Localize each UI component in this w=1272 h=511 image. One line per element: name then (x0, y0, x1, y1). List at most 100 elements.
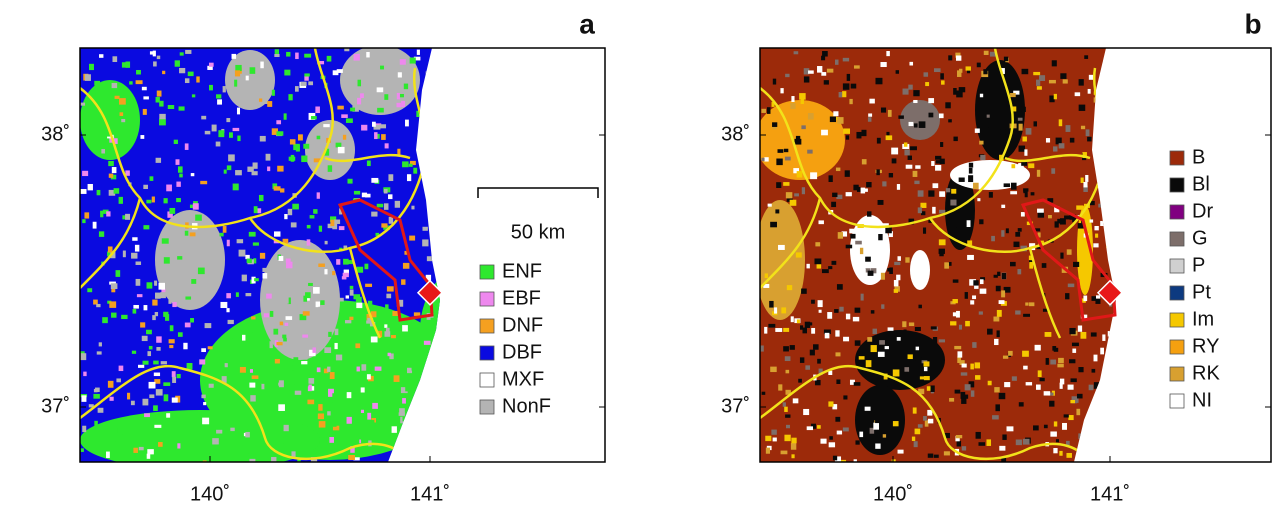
pixel (223, 86, 226, 92)
pixel (871, 310, 875, 313)
pixel (433, 416, 438, 421)
pixel (371, 336, 378, 342)
pixel (114, 188, 120, 194)
pixel (785, 414, 790, 417)
pixel (979, 219, 983, 224)
pixel (1035, 345, 1041, 351)
pixel (319, 442, 322, 446)
pixel (765, 273, 768, 278)
pixel (1079, 105, 1086, 111)
pixel (1055, 221, 1059, 227)
pixel (1056, 439, 1059, 442)
pixel (843, 58, 849, 62)
pixel (202, 418, 209, 425)
pixel (987, 115, 990, 118)
pixel (933, 183, 939, 188)
pixel (1089, 385, 1094, 391)
pixel (244, 451, 248, 454)
pixel (1060, 253, 1063, 259)
pixel (357, 98, 361, 105)
pixel (154, 425, 161, 428)
pixel (388, 194, 392, 199)
pixel (995, 182, 998, 187)
pixel (800, 357, 804, 363)
legend-label: NonF (502, 395, 551, 417)
pixel (835, 417, 840, 422)
pixel (1070, 400, 1075, 403)
pixel (831, 202, 836, 207)
pixel (801, 97, 804, 104)
pixel (894, 262, 900, 265)
pixel (970, 300, 974, 304)
pixel (975, 375, 980, 380)
pixel (426, 374, 430, 378)
pixel (164, 257, 170, 263)
pixel (397, 149, 400, 155)
pixel (146, 200, 151, 204)
pixel (440, 63, 443, 67)
pixel (377, 87, 384, 92)
pixel (781, 451, 788, 455)
pixel (827, 312, 832, 319)
legend-swatch (1170, 367, 1184, 381)
pixel (414, 312, 420, 316)
pixel (808, 70, 814, 73)
pixel (384, 94, 388, 100)
pixel (387, 286, 394, 291)
pixel (404, 84, 408, 90)
pixel (1037, 170, 1040, 177)
pixel (1066, 453, 1072, 458)
pixel (871, 345, 877, 352)
pixel (1081, 126, 1085, 129)
pixel (912, 437, 915, 441)
pixel (109, 397, 113, 401)
pixel (956, 435, 962, 438)
pixel (1092, 369, 1096, 373)
pixel (910, 146, 917, 150)
pixel (913, 171, 918, 177)
pixel (1050, 431, 1057, 436)
pixel (237, 239, 243, 243)
pixel (307, 239, 311, 245)
pixel (320, 300, 324, 305)
pixel (332, 271, 335, 275)
pixel (953, 137, 957, 141)
pixel (153, 361, 159, 365)
pixel (81, 448, 84, 452)
pixel (785, 356, 791, 361)
pixel (1072, 343, 1079, 346)
pixel (285, 329, 289, 333)
pixel (790, 200, 797, 206)
pixel (143, 185, 148, 189)
pixel (229, 132, 233, 138)
pixel (346, 260, 353, 264)
pixel (971, 390, 975, 396)
pixel (327, 367, 330, 372)
pixel (395, 201, 400, 208)
pixel (242, 335, 245, 341)
pixel (435, 398, 441, 403)
pixel (235, 65, 241, 71)
pixel (172, 371, 176, 377)
pixel (136, 70, 141, 75)
pixel (868, 271, 874, 276)
pixel (1029, 302, 1034, 306)
pixel (440, 133, 446, 138)
pixel (304, 73, 309, 76)
pixel (770, 253, 775, 258)
pixel (414, 437, 418, 442)
pixel (132, 237, 137, 241)
pixel (843, 337, 849, 342)
pixel (361, 125, 367, 131)
pixel (140, 322, 145, 327)
pixel (437, 460, 443, 466)
pixel (185, 50, 191, 54)
pixel (233, 184, 239, 191)
pixel (886, 51, 890, 56)
pixel (361, 410, 364, 413)
pixel (240, 367, 246, 373)
pixel (775, 328, 782, 332)
pixel (860, 269, 866, 274)
pixel (1070, 138, 1074, 143)
pixel (172, 398, 178, 403)
